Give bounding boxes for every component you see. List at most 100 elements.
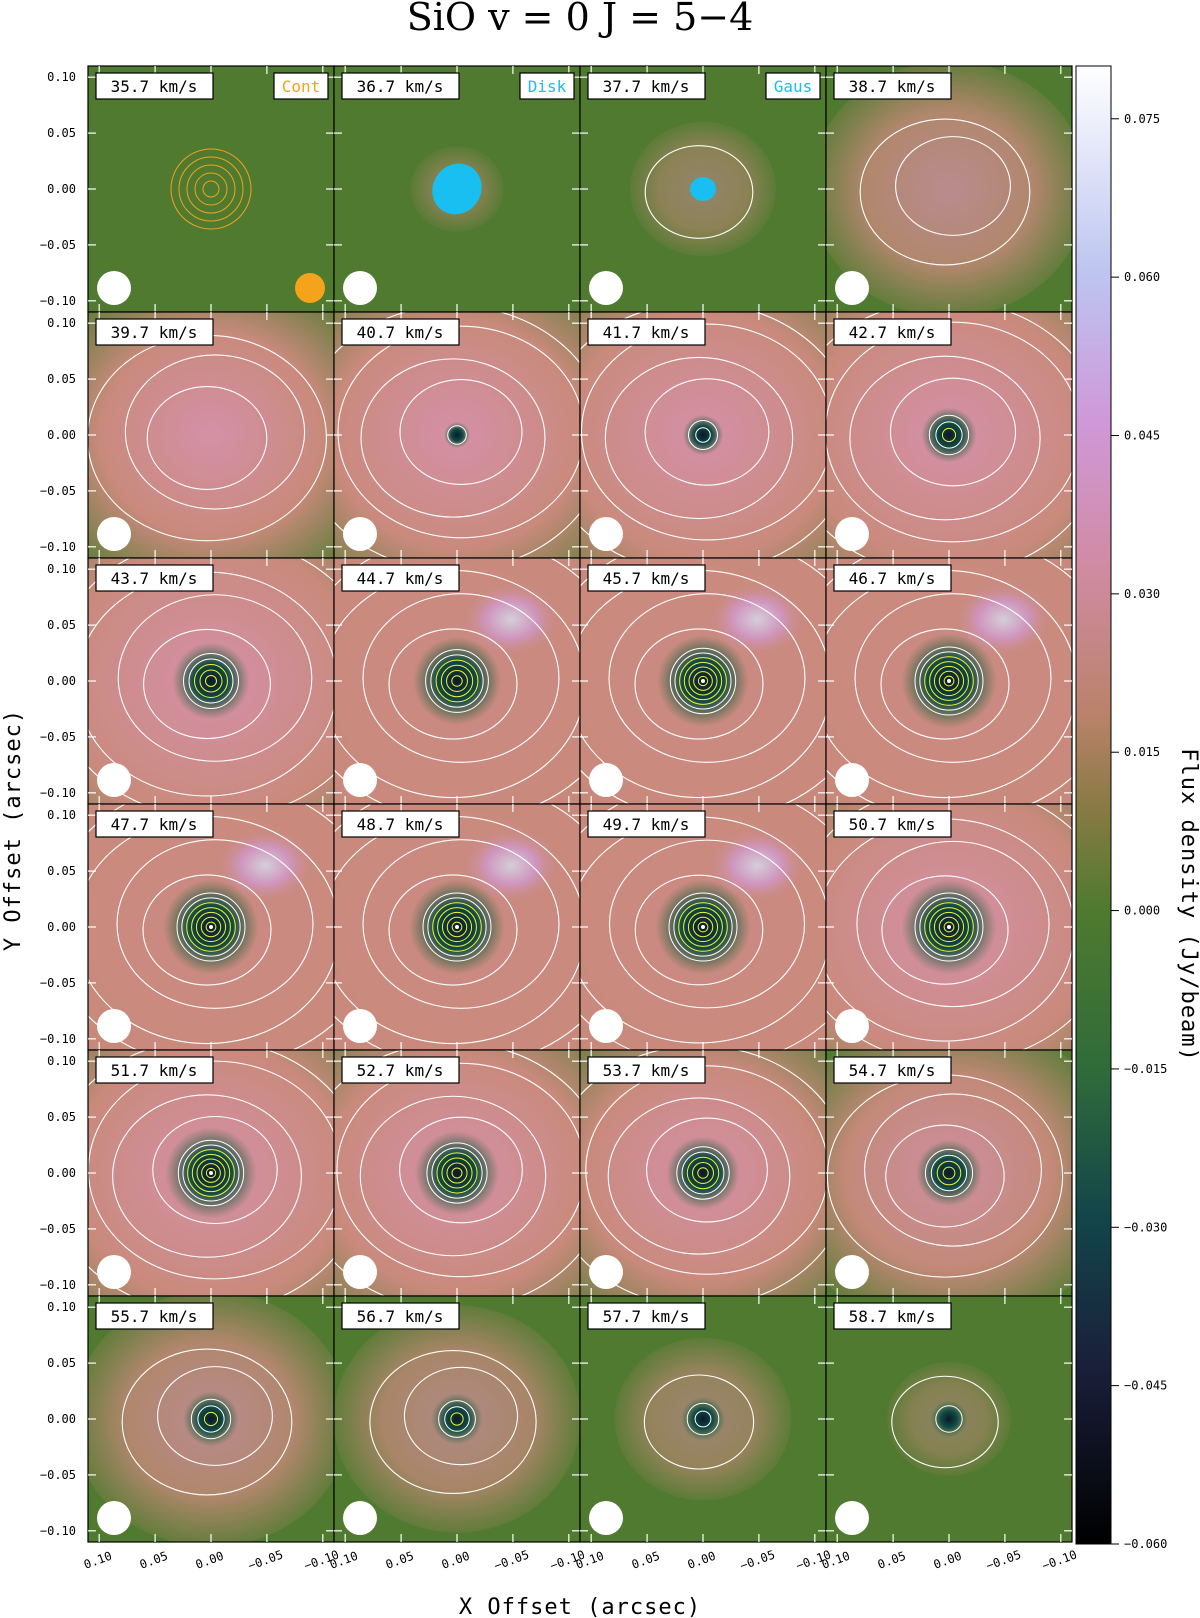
absorption-contour xyxy=(199,669,223,693)
absorption-contour xyxy=(929,661,969,701)
y-tick-label: −0.05 xyxy=(40,1222,76,1236)
channel-panel: 40.7 km/s xyxy=(333,311,581,559)
velocity-label-box xyxy=(833,810,952,838)
velocity-label-box xyxy=(95,72,214,100)
absorption-contour xyxy=(676,1146,730,1200)
velocity-label: 44.7 km/s xyxy=(357,569,444,588)
velocity-label-box xyxy=(95,810,214,838)
x-tick-label: 0.00 xyxy=(440,1549,472,1572)
colorbar-tick-label: 0.075 xyxy=(1124,112,1160,126)
absorption-contour xyxy=(203,1411,219,1427)
emission-contour xyxy=(608,593,806,763)
x-tick-label: 0.00 xyxy=(686,1549,718,1572)
absorption-contour xyxy=(938,670,960,692)
absorption-contour xyxy=(694,1410,712,1428)
velocity-label: 41.7 km/s xyxy=(603,323,690,342)
y-tick-label: 0.10 xyxy=(47,1054,76,1068)
absorption-contour xyxy=(451,1167,463,1179)
absorption-contour xyxy=(182,1144,240,1202)
y-tick-label: −0.10 xyxy=(40,1524,76,1538)
absorption-contour xyxy=(942,1166,956,1180)
emission-contour xyxy=(849,355,1041,521)
absorption-contour xyxy=(437,907,477,947)
velocity-label-box xyxy=(587,810,706,838)
y-tick-label: −0.10 xyxy=(40,786,76,800)
channel-panel: 55.7 km/s 0.10 0.05 0.00 −0.05 −0.10 0.10 0.05 0… xyxy=(40,1295,341,1573)
absorption-contour xyxy=(451,921,463,933)
channel-panel: 57.7 km/s0.10 0.05 0.00 −0.05 −0.10 xyxy=(574,1295,833,1573)
absorption-contour xyxy=(697,1167,709,1179)
emission-contour xyxy=(885,1124,1005,1228)
absorption-contour xyxy=(451,675,463,687)
velocity-label-box xyxy=(587,72,706,100)
emission-contour xyxy=(895,136,1011,236)
y-tick-label: 0.05 xyxy=(47,618,76,632)
absorption-contour xyxy=(183,653,239,709)
disk-model xyxy=(432,163,482,215)
continuum-contour xyxy=(170,148,252,230)
emission-contour xyxy=(646,1117,768,1223)
emission-contour xyxy=(607,1097,791,1255)
emission-contour xyxy=(369,1349,537,1495)
velocity-label-box xyxy=(95,1056,214,1084)
velocity-label-box xyxy=(833,1056,952,1084)
beam-ellipse xyxy=(97,1255,131,1289)
colorbar: 0.075 0.060 0.045 0.030 0.015 0.000 −0.015 −0.0… xyxy=(1075,65,1167,1551)
x-tick-label: −0.10 xyxy=(1040,1547,1079,1573)
emission-contour xyxy=(634,628,764,740)
absorption-contour xyxy=(200,916,222,938)
emission-contour xyxy=(117,594,313,762)
bright-lobe xyxy=(215,827,316,904)
velocity-label-box xyxy=(95,564,214,592)
colorbar-strip xyxy=(1075,65,1112,1545)
absorption-contour xyxy=(425,649,489,713)
channel-panel: 36.7 km/s Disk xyxy=(333,65,581,313)
absorption-contour xyxy=(427,897,487,957)
emission-contour xyxy=(891,1375,999,1469)
panel-background xyxy=(88,66,334,312)
emission-contour xyxy=(359,1095,547,1257)
velocity-label: 48.7 km/s xyxy=(357,815,444,834)
absorption-contour xyxy=(444,1406,470,1432)
absorption-contour xyxy=(924,656,974,706)
x-tick-label: 0.05 xyxy=(138,1549,170,1572)
beam-ellipse xyxy=(343,1009,377,1043)
beam-ellipse xyxy=(97,517,131,551)
velocity-label: 45.7 km/s xyxy=(603,569,690,588)
velocity-label: 36.7 km/s xyxy=(357,77,444,96)
velocity-label-box xyxy=(341,1302,460,1330)
beam-ellipse xyxy=(343,271,377,305)
absorption-contour xyxy=(186,902,236,952)
velocity-label-box xyxy=(833,564,952,592)
absorption-contour xyxy=(674,652,732,710)
x-tick-label: −0.05 xyxy=(492,1547,531,1573)
y-tick-label: 0.00 xyxy=(47,920,76,934)
absorption-core xyxy=(666,1136,740,1210)
emission-contour xyxy=(152,1115,278,1225)
colorbar-tick-label: 0.060 xyxy=(1124,270,1160,284)
channel-panel: 45.7 km/s xyxy=(579,557,827,805)
channel-panel: 58.7 km/s0.10 0.05 0.00 −0.05 −0.10 xyxy=(820,1295,1079,1573)
x-tick-label: 0.10 xyxy=(82,1549,114,1572)
absorption-contour xyxy=(450,1412,464,1426)
emission-contour xyxy=(580,323,826,541)
colorbar-tick-label: −0.030 xyxy=(1124,1220,1167,1234)
beam-ellipse xyxy=(97,763,131,797)
channel-panels: 35.7 km/s Cont 0.10 0.05 0.00 −0.05 −0.10 36.7 … xyxy=(40,65,1079,1573)
absorption-contour xyxy=(436,1152,478,1194)
y-tick-label: −0.05 xyxy=(40,484,76,498)
y-tick-label: −0.05 xyxy=(40,730,76,744)
continuum-contour xyxy=(186,164,236,214)
emission-contour xyxy=(336,1062,580,1278)
absorption-contour xyxy=(195,911,227,943)
absorption-core xyxy=(414,1130,500,1216)
colorbar-ticks: 0.075 0.060 0.045 0.030 0.015 0.000 −0.015 −0.0… xyxy=(1111,112,1167,1551)
absorption-contour xyxy=(432,902,482,952)
emission-contour xyxy=(826,321,1072,543)
y-tick-label: −0.05 xyxy=(40,1468,76,1482)
absorption-contour xyxy=(187,1149,235,1197)
x-tick-label: 0.05 xyxy=(384,1549,416,1572)
x-tick-label: 0.05 xyxy=(630,1549,662,1572)
y-axis-label: Y Offset (arcsec) xyxy=(1,709,26,951)
absorption-contour xyxy=(693,671,713,691)
